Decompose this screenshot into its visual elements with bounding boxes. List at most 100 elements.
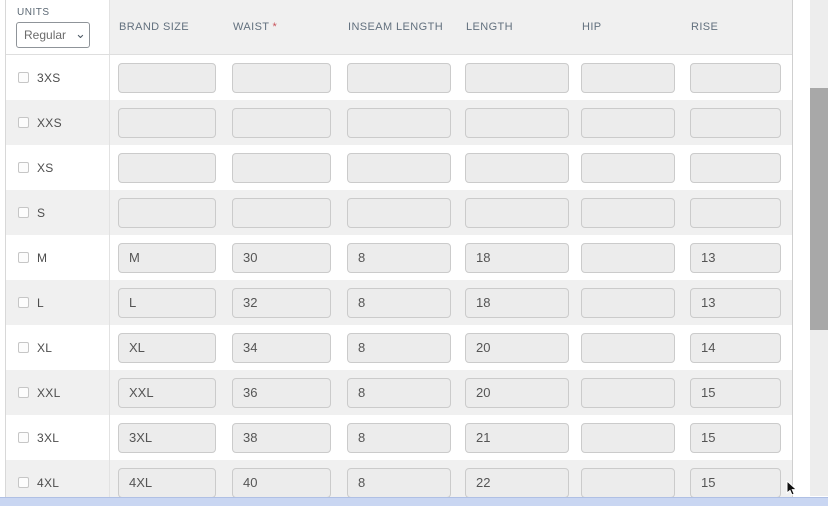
measurement-input[interactable] <box>465 107 569 138</box>
measurement-input[interactable] <box>232 242 331 273</box>
size-row-label: L <box>37 295 44 310</box>
measurement-input[interactable] <box>581 62 675 93</box>
measurement-input[interactable] <box>347 332 451 363</box>
row-cells <box>110 235 792 280</box>
measurement-cell <box>224 242 339 273</box>
measurement-cell <box>682 152 792 183</box>
vertical-scrollbar-thumb[interactable] <box>810 88 828 330</box>
measurement-input[interactable] <box>347 242 451 273</box>
measurement-input[interactable] <box>232 422 331 453</box>
measurement-input[interactable] <box>347 107 451 138</box>
measurement-input[interactable] <box>581 107 675 138</box>
measurement-cell <box>457 377 573 408</box>
measurement-cell <box>339 62 457 93</box>
measurement-input[interactable] <box>232 377 331 408</box>
measurement-cell <box>224 287 339 318</box>
size-row-checkbox[interactable] <box>18 387 29 398</box>
measurement-input[interactable] <box>232 467 331 498</box>
column-header: WAIST * <box>233 21 278 33</box>
measurement-input[interactable] <box>118 467 216 498</box>
measurement-input[interactable] <box>581 152 675 183</box>
measurement-input[interactable] <box>347 422 451 453</box>
measurement-input[interactable] <box>232 287 331 318</box>
measurement-cell <box>457 152 573 183</box>
table-header-row: UNITS Regular ⌄ BRAND SIZE WAIST * INSEAM L… <box>6 0 792 55</box>
size-row-checkbox[interactable] <box>18 297 29 308</box>
measurement-input[interactable] <box>690 152 781 183</box>
measurement-input[interactable] <box>581 197 675 228</box>
measurement-cell <box>110 467 224 498</box>
measurement-cell <box>224 422 339 453</box>
measurement-input[interactable] <box>118 197 216 228</box>
measurement-input[interactable] <box>581 377 675 408</box>
measurement-input[interactable] <box>232 197 331 228</box>
measurement-input[interactable] <box>232 332 331 363</box>
measurement-input[interactable] <box>690 242 781 273</box>
measurement-input[interactable] <box>465 152 569 183</box>
measurement-input[interactable] <box>118 422 216 453</box>
measurement-input[interactable] <box>347 152 451 183</box>
measurement-input[interactable] <box>232 152 331 183</box>
measurement-cell <box>224 467 339 498</box>
measurement-input[interactable] <box>465 377 569 408</box>
row-cells <box>110 55 792 100</box>
measurement-cell <box>457 107 573 138</box>
measurement-input[interactable] <box>690 422 781 453</box>
measurement-input[interactable] <box>690 377 781 408</box>
measurement-input[interactable] <box>465 332 569 363</box>
measurement-input[interactable] <box>465 287 569 318</box>
measurement-input[interactable] <box>232 62 331 93</box>
horizontal-scrollbar[interactable] <box>0 497 828 506</box>
measurement-input[interactable] <box>347 287 451 318</box>
row-header: L <box>6 280 110 325</box>
units-select[interactable]: Regular <box>16 22 90 48</box>
measurement-input[interactable] <box>347 377 451 408</box>
size-row-checkbox[interactable] <box>18 72 29 83</box>
measurement-input[interactable] <box>690 467 781 498</box>
measurement-input[interactable] <box>118 287 216 318</box>
vertical-scrollbar[interactable] <box>810 0 828 496</box>
measurement-input[interactable] <box>118 62 216 93</box>
measurement-input[interactable] <box>465 242 569 273</box>
table-body: 3XS XXS XS S M L <box>6 55 792 505</box>
measurement-cell <box>457 332 573 363</box>
size-row-checkbox[interactable] <box>18 432 29 443</box>
measurement-input[interactable] <box>118 332 216 363</box>
measurement-input[interactable] <box>690 287 781 318</box>
measurement-input[interactable] <box>465 467 569 498</box>
size-row-label: S <box>37 205 46 220</box>
measurement-input[interactable] <box>581 467 675 498</box>
measurement-input[interactable] <box>581 287 675 318</box>
size-row-checkbox[interactable] <box>18 477 29 488</box>
table-row: XL <box>6 325 792 370</box>
measurement-input[interactable] <box>465 62 569 93</box>
measurement-input[interactable] <box>347 467 451 498</box>
measurement-input[interactable] <box>347 62 451 93</box>
measurement-input[interactable] <box>118 377 216 408</box>
column-header: HIP <box>582 21 602 33</box>
measurement-cell <box>457 422 573 453</box>
size-row-checkbox[interactable] <box>18 117 29 128</box>
measurement-input[interactable] <box>581 422 675 453</box>
row-cells <box>110 415 792 460</box>
measurement-input[interactable] <box>690 332 781 363</box>
measurement-input[interactable] <box>581 332 675 363</box>
size-row-checkbox[interactable] <box>18 252 29 263</box>
measurement-input[interactable] <box>465 197 569 228</box>
measurement-cell <box>339 242 457 273</box>
size-row-checkbox[interactable] <box>18 342 29 353</box>
column-header: BRAND SIZE <box>119 21 190 33</box>
size-row-checkbox[interactable] <box>18 207 29 218</box>
measurement-cell <box>224 332 339 363</box>
measurement-input[interactable] <box>118 107 216 138</box>
size-row-checkbox[interactable] <box>18 162 29 173</box>
measurement-input[interactable] <box>465 422 569 453</box>
measurement-input[interactable] <box>118 242 216 273</box>
measurement-input[interactable] <box>581 242 675 273</box>
measurement-input[interactable] <box>118 152 216 183</box>
measurement-input[interactable] <box>690 107 781 138</box>
measurement-input[interactable] <box>690 197 781 228</box>
measurement-input[interactable] <box>232 107 331 138</box>
measurement-input[interactable] <box>347 197 451 228</box>
measurement-input[interactable] <box>690 62 781 93</box>
